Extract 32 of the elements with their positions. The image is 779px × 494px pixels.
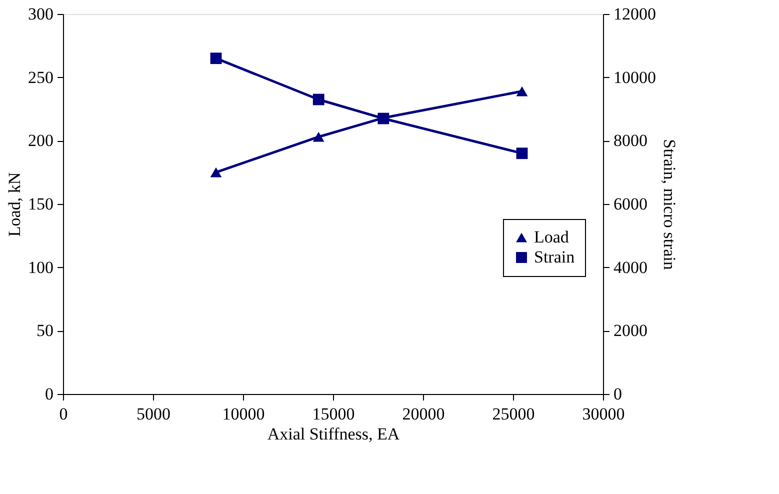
y-tick-label: 200 <box>28 131 54 150</box>
x-tick-label: 15000 <box>312 404 355 424</box>
y2-tick-label: 6000 <box>614 194 648 214</box>
point <box>516 86 528 96</box>
x-axis-title: Axial Stiffness, EA <box>267 424 400 444</box>
point <box>210 52 222 64</box>
y-tick-label: 0 <box>45 384 54 404</box>
y-tick-label: 300 <box>28 4 54 24</box>
legend-label: Load <box>534 228 570 246</box>
x-tick-label: 30000 <box>582 404 625 424</box>
x-tick-label: 10000 <box>222 404 265 424</box>
y-tick-label: 150 <box>28 194 54 214</box>
y2-tick-label: 4000 <box>614 258 648 277</box>
point <box>516 148 528 160</box>
y2-tick-label: 0 <box>614 384 622 404</box>
x-tick-label: 20000 <box>402 404 445 424</box>
y-axis-title: Load, kN <box>5 172 24 237</box>
x-tick-label: 0 <box>59 404 68 424</box>
x-tick-label: 5000 <box>136 404 170 424</box>
y2-tick-label: 10000 <box>614 68 656 87</box>
y2-tick-label: 2000 <box>614 321 648 340</box>
y2-tick-label: 12000 <box>614 4 656 24</box>
y-tick-label: 100 <box>28 258 54 277</box>
y2-axis-title: Strain, micro strain <box>660 139 679 270</box>
point <box>312 132 324 142</box>
point <box>312 94 324 106</box>
y2-tick-label: 8000 <box>614 131 648 150</box>
point <box>210 167 222 178</box>
x-tick-label: 25000 <box>492 404 535 424</box>
legend-label: Strain <box>534 248 576 266</box>
y-tick-label: 50 <box>36 321 54 340</box>
y-tick-label: 250 <box>28 68 54 87</box>
